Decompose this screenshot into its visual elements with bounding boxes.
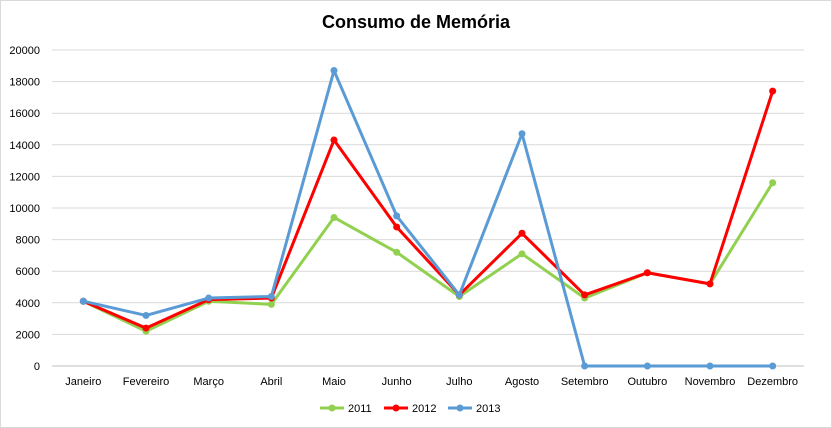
series-line: [81, 89, 775, 330]
data-point: [330, 67, 338, 75]
data-point: [79, 297, 87, 305]
y-tick-label: 14000: [9, 140, 40, 152]
series-line: [81, 69, 775, 368]
legend-swatch-marker: [328, 404, 336, 412]
legend-label: 2012: [412, 403, 436, 415]
data-point: [769, 87, 777, 95]
y-tick-label: 12000: [9, 171, 40, 183]
data-point: [643, 362, 651, 370]
x-tick-label: Abril: [260, 376, 282, 388]
series-2012: [79, 87, 777, 332]
x-tick-label: Maio: [322, 376, 346, 388]
y-tick-label: 16000: [9, 108, 40, 120]
legend-label: 2011: [348, 403, 372, 415]
chart-title: Consumo de Memória: [321, 12, 511, 32]
y-tick-label: 20000: [9, 45, 40, 57]
y-tick-label: 0: [34, 361, 40, 373]
data-point: [393, 212, 401, 220]
x-tick-label: Fevereiro: [123, 376, 169, 388]
x-tick-label: Julho: [446, 376, 472, 388]
data-point: [518, 229, 526, 237]
data-point: [581, 362, 589, 370]
series-group: [79, 67, 777, 370]
y-tick-label: 4000: [16, 298, 40, 310]
data-point: [643, 269, 651, 277]
y-axis: 0 2000 4000 6000 8000 10000 12000 14000 16000 180…: [9, 45, 40, 373]
legend-swatch-marker: [456, 404, 464, 412]
x-tick-label: Novembro: [685, 376, 736, 388]
y-tick-label: 2000: [16, 329, 40, 341]
data-point: [769, 179, 777, 187]
data-point: [267, 292, 275, 300]
x-tick-label: Janeiro: [65, 376, 101, 388]
legend-item-2011: 2011: [320, 403, 372, 415]
data-point: [142, 311, 150, 319]
x-tick-label: Junho: [382, 376, 412, 388]
data-point: [142, 324, 150, 332]
legend: 2011 2012 2013: [320, 403, 500, 415]
legend-swatch-marker: [392, 404, 400, 412]
data-point: [706, 280, 714, 288]
legend-item-2012: 2012: [384, 403, 436, 415]
x-tick-label: Agosto: [505, 376, 539, 388]
x-tick-label: Março: [193, 376, 224, 388]
x-tick-label: Dezembro: [747, 376, 798, 388]
data-point: [518, 130, 526, 138]
data-point: [330, 136, 338, 144]
data-point: [330, 213, 338, 221]
y-tick-label: 8000: [16, 235, 40, 247]
series-2013: [79, 67, 777, 370]
x-axis: Janeiro Fevereiro Março Abril Maio Junho Julho…: [65, 376, 798, 388]
data-point: [267, 300, 275, 308]
y-tick-label: 10000: [9, 203, 40, 215]
data-point: [706, 362, 714, 370]
legend-item-2013: 2013: [448, 403, 500, 415]
data-point: [393, 248, 401, 256]
data-point: [518, 250, 526, 258]
data-point: [205, 294, 213, 302]
y-tick-label: 6000: [16, 266, 40, 278]
data-point: [455, 291, 463, 299]
data-point: [769, 362, 777, 370]
gridlines: [52, 49, 804, 367]
x-tick-label: Setembro: [561, 376, 609, 388]
data-point: [393, 223, 401, 231]
x-tick-label: Outubro: [627, 376, 667, 388]
y-tick-label: 18000: [9, 77, 40, 89]
legend-label: 2013: [476, 403, 500, 415]
data-point: [581, 291, 589, 299]
